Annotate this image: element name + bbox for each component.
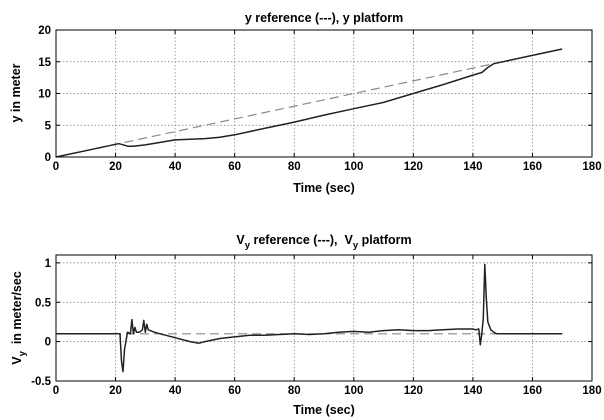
platform-series-line — [56, 263, 563, 373]
y-tick-label: 0 — [45, 337, 51, 349]
chart2-grid — [56, 255, 592, 381]
x-tick-label: 20 — [109, 385, 122, 397]
x-tick-label: 180 — [582, 385, 601, 397]
x-tick-label: 160 — [523, 385, 542, 397]
x-tick-label: 0 — [53, 161, 59, 173]
y-tick-label: 10 — [38, 89, 51, 101]
x-tick-label: 100 — [344, 161, 363, 173]
x-tick-label: 140 — [463, 161, 482, 173]
chart2-title-sub-2: y — [353, 240, 359, 251]
chart2-y-axis-label: Vy in meter/sec — [10, 271, 28, 365]
chart2-x-axis-label: Time (sec) — [293, 403, 355, 417]
chart-vy-velocity: 0 20 40 60 80 100 120 140 160 180-0.500.51 Vy ref… — [10, 233, 602, 417]
chart1-ticks: 0 20 40 60 80 100 120 140 160 180 0 5 10 15 20 — [38, 25, 601, 173]
x-tick-label: 80 — [288, 161, 301, 173]
x-tick-label: 120 — [404, 385, 423, 397]
chart2-series — [56, 263, 563, 373]
chart2-ylabel-part-1: V — [10, 356, 24, 365]
chart2-title: Vy reference (---), Vy platform — [236, 233, 411, 251]
chart2-title-sub-1: y — [245, 240, 251, 251]
x-tick-label: 40 — [169, 161, 182, 173]
chart1-x-axis-label: Time (sec) — [293, 181, 355, 195]
x-tick-label: 100 — [344, 385, 363, 397]
x-tick-label: 40 — [169, 385, 182, 397]
chart2-ylabel-sub: y — [17, 350, 28, 356]
x-tick-label: 160 — [523, 161, 542, 173]
x-tick-label: 180 — [582, 161, 601, 173]
y-tick-label: 20 — [38, 25, 51, 37]
x-tick-label: 140 — [463, 385, 482, 397]
x-tick-label: 60 — [228, 385, 241, 397]
y-tick-label: 15 — [38, 57, 51, 69]
chart1-plot-area — [55, 29, 593, 158]
platform-series-line — [55, 48, 563, 158]
chart-y-position: 0 20 40 60 80 100 120 140 160 180 0 5 10 15 20 y refer… — [9, 11, 602, 195]
y-tick-label: 1 — [45, 258, 52, 270]
y-tick-label: -0.5 — [31, 376, 51, 388]
x-tick-label: 20 — [109, 161, 122, 173]
chart2-title-part-3: platform — [358, 233, 411, 247]
chart1-y-axis-label: y in meter — [9, 63, 23, 122]
chart2-plot-area — [55, 254, 593, 382]
chart2-ylabel-part-2: in meter/sec — [10, 271, 24, 351]
chart2-title-part-2: reference (---), V — [250, 233, 353, 247]
x-tick-label: 80 — [288, 385, 301, 397]
x-tick-label: 0 — [53, 385, 59, 397]
y-tick-label: 0 — [45, 152, 51, 164]
y-tick-label: 5 — [45, 120, 52, 132]
chart1-title: y reference (---), y platform — [245, 11, 403, 25]
chart2-ticks: 0 20 40 60 80 100 120 140 160 180-0.500.51 — [31, 255, 602, 397]
x-tick-label: 60 — [228, 161, 241, 173]
x-tick-label: 120 — [404, 161, 423, 173]
chart1-series — [55, 48, 563, 158]
y-tick-label: 0.5 — [35, 297, 52, 309]
chart2-title-part-1: V — [236, 233, 245, 247]
